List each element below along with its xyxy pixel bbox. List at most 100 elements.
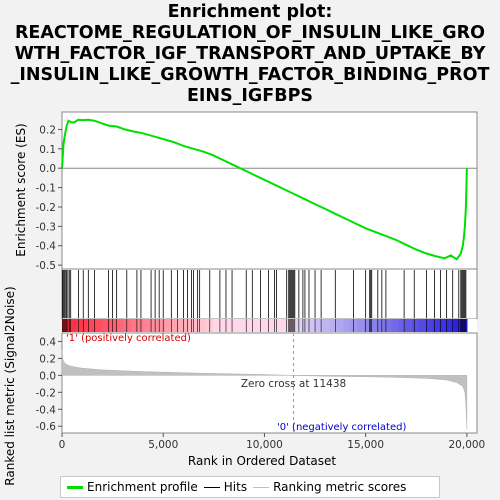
heat-cell <box>405 319 413 332</box>
heat-cell <box>82 319 90 332</box>
heat-cell <box>247 319 255 332</box>
heat-cell <box>158 319 166 332</box>
heat-cell <box>288 319 296 332</box>
heat-cell <box>377 319 386 332</box>
heat-cell <box>336 319 344 332</box>
negative-label: '0' (negatively correlated) <box>277 422 406 433</box>
heat-cell <box>453 319 461 332</box>
positive-label: '1' (positively correlated) <box>66 333 191 344</box>
heat-cell <box>185 319 193 332</box>
heat-cell <box>199 319 207 332</box>
legend-swatch-hits <box>203 486 220 488</box>
heat-cell <box>322 319 331 332</box>
heat-cell <box>110 319 118 332</box>
heat-cell <box>75 319 84 332</box>
heat-cell <box>130 319 138 332</box>
ranked-ytick-label: -0.6 <box>36 421 57 433</box>
heat-cell <box>192 319 200 332</box>
heat-cell <box>144 319 152 332</box>
heat-cell <box>123 319 132 332</box>
x-tick-label: 0 <box>59 439 66 451</box>
heat-cell <box>398 319 406 332</box>
heat-cell <box>309 319 317 332</box>
zero-cross-label: Zero cross at 11438 <box>241 378 346 390</box>
es-ytick-label: -0.4 <box>36 241 57 253</box>
x-tick-label: 10,000 <box>246 439 283 451</box>
x-tick-label: 5,000 <box>148 439 178 451</box>
es-profile-line <box>61 118 468 261</box>
heat-cell <box>391 319 399 332</box>
x-tick-label: 20,000 <box>449 439 486 451</box>
ranked-ytick-label: -0.4 <box>36 404 57 416</box>
heat-cell <box>363 319 372 332</box>
heat-cell <box>343 319 351 332</box>
heat-cell <box>261 319 269 332</box>
es-ytick-label: -0.1 <box>36 183 57 195</box>
heat-cell <box>329 319 337 332</box>
heat-cell <box>418 319 427 332</box>
es-ytick-label: 0.1 <box>39 144 56 156</box>
es-panel-frame <box>61 111 478 270</box>
ranked-ytick-label: 0.2 <box>39 353 56 365</box>
heat-cell <box>96 319 104 332</box>
heat-cell <box>357 319 365 332</box>
title-line: WTH_FACTOR_IGF_TRANSPORT_AND_UPTAKE_BY <box>14 44 486 64</box>
heat-cell <box>212 319 221 332</box>
heat-cell <box>233 319 241 332</box>
legend-label-hits: Hits <box>223 480 248 494</box>
ranked-y-axis-label: Ranked list metric (Signal2Noise) <box>3 286 17 485</box>
heat-cell <box>439 319 447 332</box>
heat-cell <box>254 319 262 332</box>
title-line: REACTOME_REGULATION_OF_INSULIN_LIKE_GRO <box>14 23 486 43</box>
ranked-ytick-label: -0.2 <box>36 387 57 399</box>
es-ytick-label: -0.5 <box>36 260 57 272</box>
heat-cell <box>446 319 454 332</box>
heat-cell <box>226 319 235 332</box>
heat-cell <box>89 319 97 332</box>
x-axis-label: Rank in Ordered Dataset <box>188 454 336 468</box>
title-line: EINS_IGFBPS <box>186 86 314 106</box>
heat-cell <box>68 319 77 332</box>
es-ytick-label: -0.3 <box>36 221 57 233</box>
heat-cell <box>411 319 420 332</box>
heat-cell <box>103 319 111 332</box>
heat-cell <box>370 319 379 332</box>
heat-cell <box>219 319 228 332</box>
heat-cell <box>315 319 324 332</box>
legend-swatch-enrichment <box>67 485 83 489</box>
heat-cell <box>281 319 289 332</box>
heat-cell <box>274 319 283 332</box>
ranked-ytick-label: 0.0 <box>39 370 56 382</box>
ranked-ytick-label: 0.4 <box>39 336 56 348</box>
heat-cell <box>240 319 248 332</box>
chart-title: Enrichment plot: REACTOME_REGULATION_OF_I… <box>0 2 500 107</box>
heat-cell <box>425 319 434 332</box>
heat-cell <box>164 319 173 332</box>
legend-item-hits: Hits <box>203 480 248 494</box>
legend-item-enrichment-profile: Enrichment profile <box>67 480 198 494</box>
legend-label-ranking: Ranking metric scores <box>273 480 407 494</box>
legend-item-ranking: Ranking metric scores <box>253 480 406 494</box>
legend-label-enrichment: Enrichment profile <box>87 480 198 494</box>
es-ytick-label: 0.2 <box>39 124 56 136</box>
heat-cell <box>302 319 310 332</box>
es-y-axis-label: Enrichment score (ES) <box>14 123 28 256</box>
title-line: Enrichment plot: <box>167 2 333 22</box>
heat-cell <box>171 319 180 332</box>
ranked-metric-frame <box>61 332 478 434</box>
heat-cell <box>350 319 358 332</box>
heat-cell <box>432 319 440 332</box>
title-line: _INSULIN_LIKE_GROWTH_FACTOR_BINDING_PROT <box>10 65 490 85</box>
x-tick-label: 15,000 <box>347 439 384 451</box>
legend-swatch-ranking <box>253 486 270 488</box>
es-ytick-label: -0.2 <box>36 202 57 214</box>
heat-cell <box>384 319 392 332</box>
heat-cell <box>178 319 187 332</box>
heat-cell <box>267 319 276 332</box>
legend: Enrichment profile Hits Ranking metric s… <box>60 476 440 498</box>
hits-panel-frame <box>61 268 478 320</box>
heat-cell <box>116 319 125 332</box>
heat-cell <box>62 319 70 332</box>
es-ytick-label: 0.0 <box>39 163 56 175</box>
